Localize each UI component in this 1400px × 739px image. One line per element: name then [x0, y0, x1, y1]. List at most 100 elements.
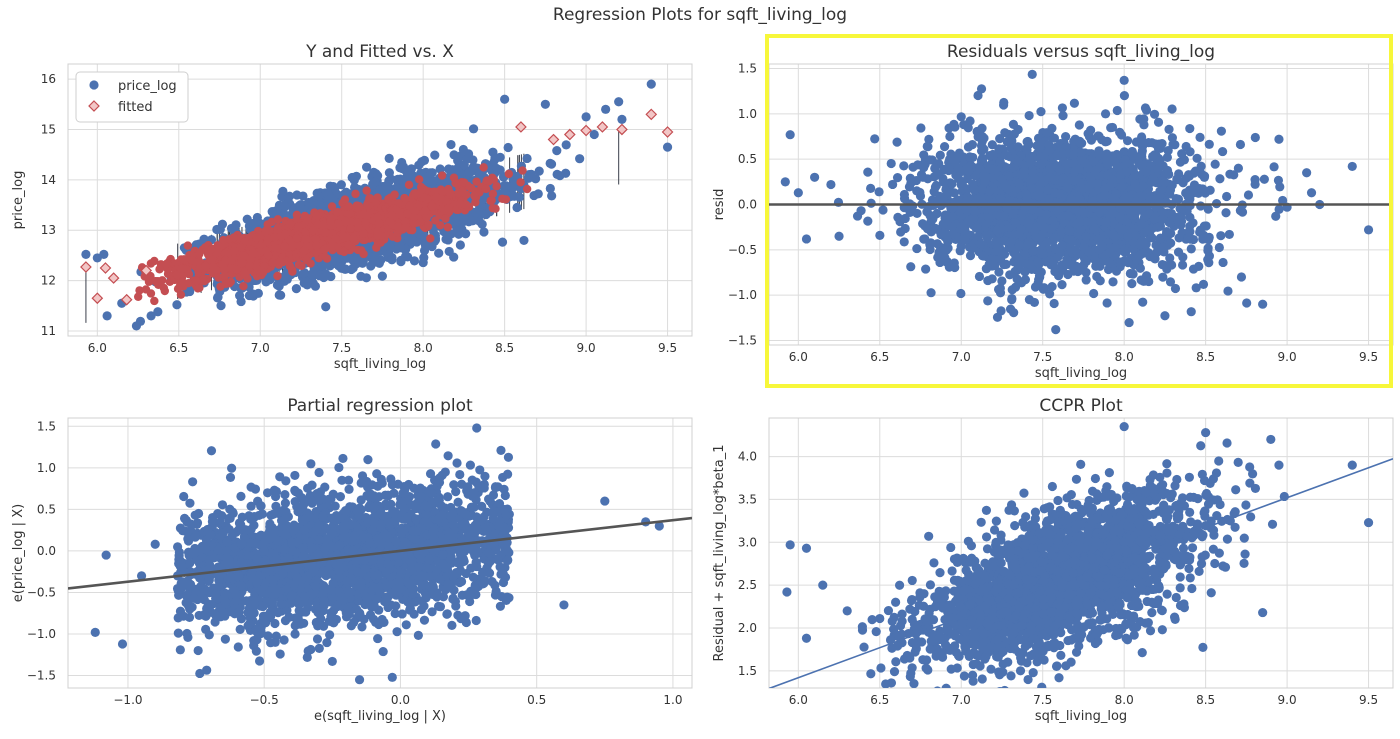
data-point: [319, 272, 329, 283]
data-point: [479, 227, 489, 237]
data-point: [444, 246, 454, 257]
data-point: [146, 311, 156, 321]
fitted-point: [133, 292, 143, 301]
data-point: [361, 273, 371, 283]
fitted-point: [431, 192, 441, 202]
fitted-point: [135, 286, 144, 295]
data-point: [302, 280, 312, 290]
data-point: [291, 284, 301, 294]
fitted-point: [516, 178, 525, 187]
data-point: [299, 267, 309, 278]
y-tick-label: 14: [41, 173, 56, 187]
data-point: [545, 183, 555, 194]
fitted-point: [183, 241, 193, 250]
data-point: [662, 142, 673, 152]
fitted-point: [294, 260, 304, 269]
fitted-point: [173, 270, 182, 280]
fitted-point: [240, 269, 249, 278]
fitted-point: [365, 194, 374, 203]
data-point: [453, 155, 463, 166]
fitted-point: [522, 184, 532, 194]
data-point: [321, 302, 331, 312]
data-point: [370, 251, 380, 261]
fitted-point: [393, 222, 403, 232]
data-point: [430, 150, 440, 160]
fitted-point: [227, 263, 236, 273]
data-point: [314, 191, 324, 201]
data-point: [185, 286, 195, 297]
data-point: [385, 242, 395, 252]
fitted-point: [239, 282, 248, 291]
data-point: [646, 79, 656, 89]
data-point: [307, 270, 318, 280]
fitted-point: [195, 249, 204, 258]
fitted-point: [344, 202, 353, 211]
y-tick-label: 15: [41, 122, 56, 136]
data-point: [384, 153, 394, 163]
fitted-point: [489, 175, 499, 184]
data-point: [444, 164, 454, 174]
data-point: [512, 202, 522, 213]
data-point: [601, 104, 611, 114]
fitted-point: [504, 169, 514, 179]
data-point: [396, 257, 406, 267]
fitted-point: [151, 277, 160, 286]
data-point: [552, 169, 562, 179]
fitted-point: [150, 296, 159, 306]
fitted-point: [443, 204, 453, 213]
fitted-point: [414, 175, 424, 184]
panel-title: Y and Fitted vs. X: [305, 42, 454, 62]
data-point: [325, 181, 335, 191]
data-point: [419, 253, 429, 263]
data-point: [581, 112, 591, 122]
x-tick-label: 9.0: [577, 341, 596, 355]
data-point: [81, 249, 91, 259]
data-point: [368, 179, 378, 189]
data-point: [102, 311, 112, 321]
fitted-point: [327, 202, 337, 211]
data-layer: [80, 79, 674, 331]
fitted-point: [229, 233, 238, 242]
fitted-point: [488, 189, 498, 198]
data-point: [310, 281, 321, 291]
data-point: [172, 300, 182, 310]
data-point: [435, 164, 445, 174]
data-point: [418, 230, 429, 240]
fitted-point: [488, 203, 498, 213]
fitted-point: [344, 240, 353, 250]
data-point: [459, 160, 469, 170]
fitted-point: [486, 196, 495, 206]
data-point: [589, 129, 599, 140]
data-point: [420, 240, 431, 250]
data-point: [534, 166, 544, 176]
fitted-point: [352, 201, 362, 210]
fitted-point: [444, 184, 453, 194]
fitted-point: [200, 276, 209, 286]
data-point: [453, 226, 463, 236]
data-point: [409, 256, 420, 266]
data-point: [236, 296, 246, 307]
fitted-point: [401, 222, 410, 232]
fitted-point: [471, 198, 480, 207]
data-point: [99, 249, 109, 259]
fitted-point: [340, 195, 350, 204]
fitted-point: [285, 219, 295, 229]
data-point: [362, 162, 372, 172]
fitted-point: [252, 233, 261, 243]
fitted-point: [431, 216, 440, 225]
fitted-point: [322, 254, 332, 263]
data-point: [463, 149, 474, 159]
data-point: [514, 192, 525, 202]
x-axis-label: sqft_living_log: [334, 357, 426, 372]
data-point: [401, 167, 412, 177]
x-tick-label: 9.5: [658, 341, 677, 355]
data-point: [351, 171, 362, 181]
fitted-point: [263, 234, 273, 244]
y-tick-label: 12: [41, 274, 56, 288]
data-point: [461, 229, 471, 239]
fitted-point: [176, 255, 186, 264]
data-point: [366, 261, 376, 271]
fitted-point: [285, 262, 295, 271]
data-point: [524, 169, 534, 180]
